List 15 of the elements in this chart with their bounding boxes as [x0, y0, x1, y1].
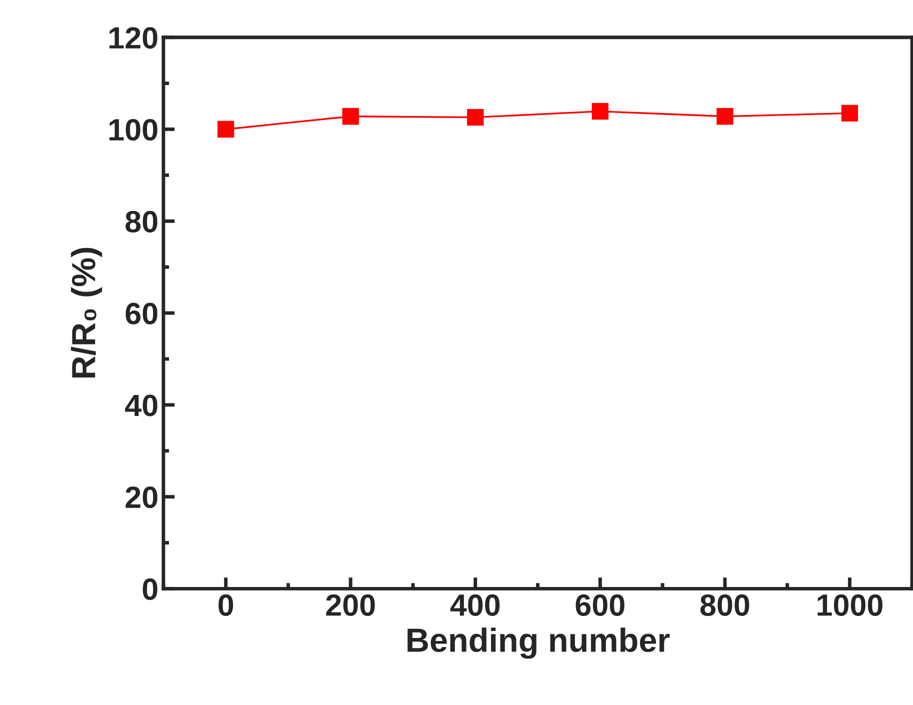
y-tick-label: 120	[110, 27, 158, 49]
y-tick-label: 20	[126, 486, 158, 508]
y-tick-label: 80	[126, 210, 158, 233]
y-tick-label: 40	[125, 394, 158, 416]
x-tick-label: 400	[450, 594, 500, 616]
y-tick-label: 0	[142, 578, 158, 600]
x-tick-label: 200	[326, 594, 375, 616]
x-axis-title: Bending number	[408, 628, 670, 659]
x-tick-label: 0	[218, 594, 234, 616]
y-tick-label: 60	[126, 302, 158, 324]
x-tick-label: 1000	[818, 594, 882, 616]
x-tick-label: 600	[576, 594, 624, 616]
y-axis-title: R/R₀ (%)	[70, 248, 102, 378]
y-tick-label: 100	[110, 118, 158, 141]
x-tick-label: 800	[700, 594, 750, 616]
